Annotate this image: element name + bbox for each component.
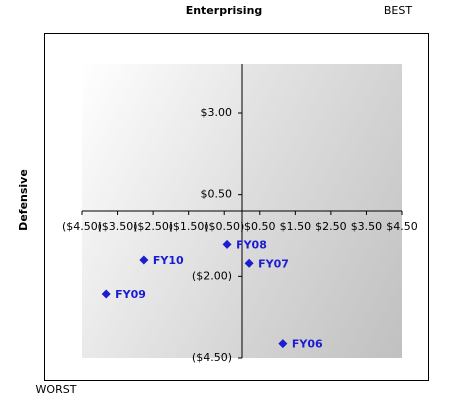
point (101, 289, 111, 299)
point-label: FY08 (236, 238, 267, 251)
x-tick-label: $1.50 (280, 220, 312, 233)
x-tick-label: $0.50 (244, 220, 276, 233)
point (244, 258, 254, 268)
point-label: FY10 (153, 254, 184, 267)
point (139, 255, 149, 265)
annotation: BEST (384, 4, 412, 17)
annotation: WORST (36, 383, 77, 396)
x-tick-label: ($2.50) (133, 220, 173, 233)
x-axis-title: Enterprising (186, 4, 263, 17)
x-tick-label: $4.50 (386, 220, 418, 233)
x-tick-label: ($4.50) (62, 220, 102, 233)
point (222, 239, 232, 249)
x-tick-label: $3.50 (351, 220, 383, 233)
y-axis-title: Defensive (17, 169, 30, 231)
x-tick-label: $2.50 (315, 220, 347, 233)
y-tick-label: ($2.00) (192, 269, 232, 282)
x-tick-label: ($3.50) (98, 220, 138, 233)
y-tick-label: $0.50 (201, 188, 233, 201)
x-tick-label: ($0.50) (204, 220, 244, 233)
point-label: FY09 (115, 288, 146, 301)
point-label: FY07 (258, 257, 289, 270)
y-tick-label: $3.00 (201, 106, 233, 119)
x-tick-label: ($1.50) (169, 220, 209, 233)
y-tick-label: ($4.50) (192, 351, 232, 364)
point-label: FY06 (292, 338, 323, 351)
point (278, 339, 288, 349)
